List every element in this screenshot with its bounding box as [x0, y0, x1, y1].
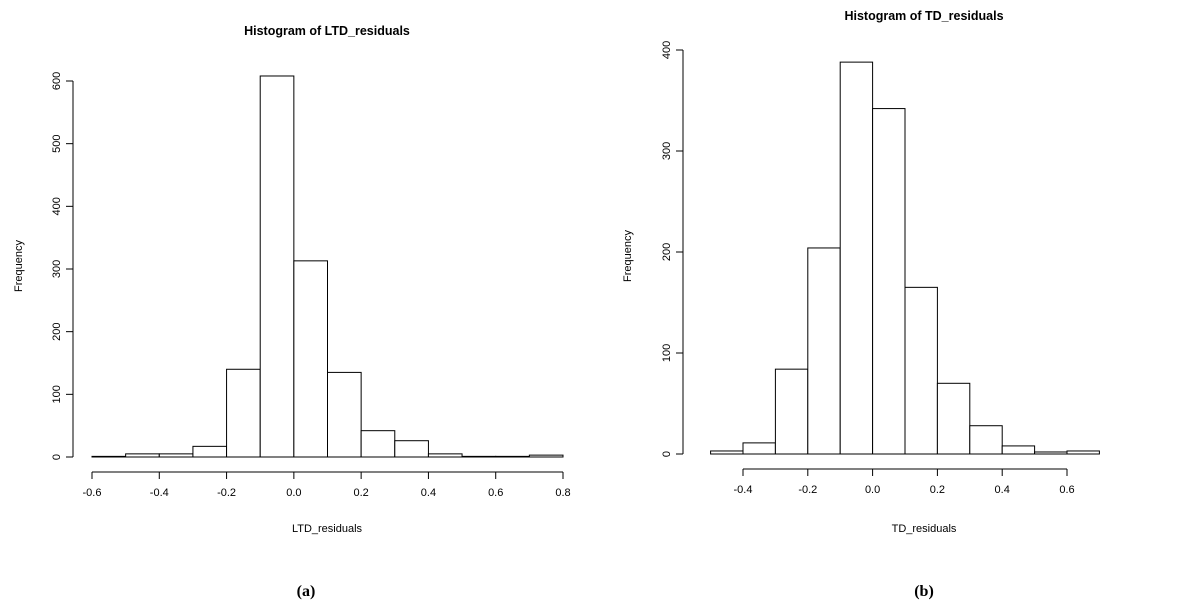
- x-tick-label: 0.0: [865, 484, 880, 496]
- y-tick-label: 100: [661, 344, 673, 362]
- x-tick-label: -0.6: [83, 487, 102, 499]
- histogram-bar: [226, 368, 261, 458]
- y-ticks: 0 100 200 300 400 500 600: [51, 72, 73, 460]
- histogram-bar: [394, 440, 429, 458]
- y-ticks: 0 100 200 300 400: [661, 41, 683, 457]
- chart-title: Histogram of TD_residuals: [844, 9, 1003, 23]
- x-tick-label: -0.4: [734, 484, 753, 496]
- histogram-panel-b: Histogram of TD_residuals -0.4 -0.2 0.0 0.2…: [622, 9, 1100, 600]
- histogram-bar: [158, 453, 194, 458]
- histogram-bar: [1066, 450, 1100, 455]
- y-tick-label: 0: [51, 454, 63, 460]
- histogram-bar: [710, 450, 744, 455]
- y-tick-label: 200: [51, 322, 63, 340]
- bars: [710, 61, 1100, 455]
- histogram-bar: [259, 75, 295, 458]
- histogram-bar: [125, 453, 160, 458]
- histogram-bar: [461, 455, 497, 458]
- x-tick-label: -0.4: [150, 487, 169, 499]
- panel-label: (a): [297, 583, 316, 600]
- y-tick-label: 200: [661, 243, 673, 261]
- x-tick-label: 0.8: [555, 487, 570, 499]
- y-axis-label: Frequency: [622, 230, 634, 282]
- histogram-bar: [774, 368, 809, 455]
- panel-label: (b): [914, 583, 934, 600]
- histogram-bar: [528, 454, 564, 458]
- histogram-bar: [936, 382, 971, 455]
- y-tick-label: 500: [51, 134, 63, 152]
- x-tick-label: 0.2: [353, 487, 368, 499]
- histogram-bar: [427, 453, 463, 458]
- x-ticks: -0.6 -0.4 -0.2 0.0 0.2 0.4 0.6 0.8: [83, 472, 571, 499]
- x-tick-label: 0.4: [421, 487, 436, 499]
- x-axis-label: TD_residuals: [892, 523, 957, 535]
- histogram-bar: [839, 61, 874, 455]
- x-tick-label: 0.6: [1059, 484, 1074, 496]
- y-tick-label: 100: [51, 385, 63, 403]
- histogram-bar: [327, 371, 362, 458]
- x-tick-label: 0.0: [286, 487, 301, 499]
- x-tick-label: 0.2: [930, 484, 945, 496]
- histogram-panel-a: Histogram of LTD_residuals -0.6 -0.4 -0.2 0…: [13, 24, 571, 600]
- histogram-bar: [293, 260, 328, 458]
- histogram-bar: [872, 108, 906, 455]
- histogram-bar: [360, 430, 396, 458]
- y-tick-label: 600: [51, 72, 63, 90]
- x-axis-label: LTD_residuals: [292, 523, 363, 535]
- y-tick-label: 300: [661, 142, 673, 160]
- chart-title: Histogram of LTD_residuals: [244, 24, 410, 38]
- y-axis-label: Frequency: [13, 240, 25, 292]
- x-tick-label: 0.4: [995, 484, 1010, 496]
- y-tick-label: 400: [661, 41, 673, 59]
- histogram-bar: [91, 455, 127, 458]
- y-tick-label: 400: [51, 197, 63, 215]
- histogram-bar: [192, 445, 228, 458]
- x-tick-label: 0.6: [488, 487, 503, 499]
- histogram-bar: [495, 455, 530, 458]
- histogram-bar: [1001, 445, 1036, 455]
- x-tick-label: -0.2: [217, 487, 236, 499]
- y-tick-label: 0: [661, 451, 673, 457]
- y-tick-label: 300: [51, 260, 63, 278]
- histogram-bar: [904, 286, 938, 455]
- x-ticks: -0.4 -0.2 0.0 0.2 0.4 0.6: [734, 469, 1075, 496]
- histogram-bar: [969, 425, 1003, 455]
- histogram-bar: [807, 247, 841, 455]
- histogram-bar: [1034, 451, 1068, 455]
- histogram-bar: [742, 442, 776, 455]
- x-tick-label: -0.2: [798, 484, 817, 496]
- bars: [91, 75, 564, 458]
